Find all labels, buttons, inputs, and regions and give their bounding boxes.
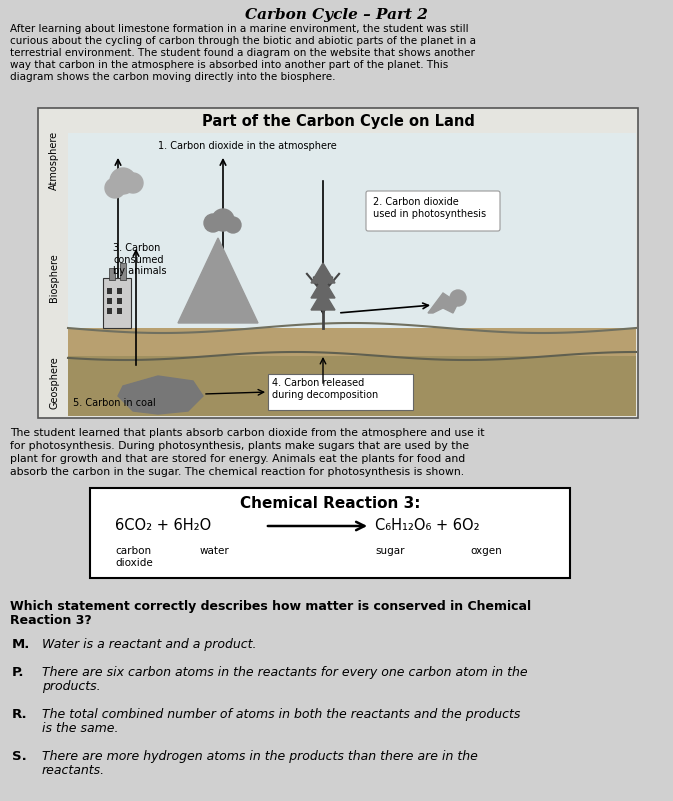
Text: is the same.: is the same. xyxy=(42,722,118,735)
Text: Part of the Carbon Cycle on Land: Part of the Carbon Cycle on Land xyxy=(201,114,474,129)
Text: 6CO₂ + 6H₂O: 6CO₂ + 6H₂O xyxy=(115,518,211,533)
Circle shape xyxy=(204,214,222,232)
FancyBboxPatch shape xyxy=(366,191,500,231)
Text: Biosphere: Biosphere xyxy=(49,254,59,302)
Text: carbon
dioxide: carbon dioxide xyxy=(115,546,153,568)
Polygon shape xyxy=(311,290,335,310)
Circle shape xyxy=(212,209,234,231)
Text: M.: M. xyxy=(12,638,30,651)
Text: S.: S. xyxy=(12,750,27,763)
Text: water: water xyxy=(200,546,229,556)
Bar xyxy=(103,278,131,328)
Text: Water is a reactant and a product.: Water is a reactant and a product. xyxy=(42,638,256,651)
Circle shape xyxy=(225,217,241,233)
Bar xyxy=(68,133,636,328)
Text: 5. Carbon in coal: 5. Carbon in coal xyxy=(73,398,155,408)
Text: oxgen: oxgen xyxy=(470,546,502,556)
Polygon shape xyxy=(311,278,335,298)
Circle shape xyxy=(450,290,466,306)
Text: 1. Carbon dioxide in the atmosphere: 1. Carbon dioxide in the atmosphere xyxy=(158,141,336,151)
Text: Carbon Cycle – Part 2: Carbon Cycle – Part 2 xyxy=(244,8,427,22)
Bar xyxy=(107,298,112,304)
Text: Geosphere: Geosphere xyxy=(49,356,59,409)
Text: reactants.: reactants. xyxy=(42,764,105,777)
Text: There are more hydrogen atoms in the products than there are in the: There are more hydrogen atoms in the pro… xyxy=(42,750,478,763)
Polygon shape xyxy=(118,376,203,414)
Text: 2. Carbon dioxide
used in photosynthesis: 2. Carbon dioxide used in photosynthesis xyxy=(373,197,486,219)
Bar xyxy=(117,298,122,304)
Text: products.: products. xyxy=(42,680,101,693)
Text: 4. Carbon released
during decomposition: 4. Carbon released during decomposition xyxy=(272,378,378,400)
Text: Atmosphere: Atmosphere xyxy=(49,131,59,190)
Bar xyxy=(109,268,115,280)
Text: absorb the carbon in the sugar. The chemical reaction for photosynthesis is show: absorb the carbon in the sugar. The chem… xyxy=(10,467,464,477)
Text: The student learned that plants absorb carbon dioxide from the atmosphere and us: The student learned that plants absorb c… xyxy=(10,428,485,438)
Text: Which statement correctly describes how matter is conserved in Chemical: Which statement correctly describes how … xyxy=(10,600,531,613)
Circle shape xyxy=(110,168,136,194)
Bar xyxy=(68,328,636,356)
Bar xyxy=(120,263,126,280)
Bar xyxy=(107,288,112,294)
Text: diagram shows the carbon moving directly into the biosphere.: diagram shows the carbon moving directly… xyxy=(10,72,336,82)
Text: There are six carbon atoms in the reactants for every one carbon atom in the: There are six carbon atoms in the reacta… xyxy=(42,666,528,679)
Bar xyxy=(268,374,413,410)
Polygon shape xyxy=(428,293,458,313)
Bar xyxy=(117,288,122,294)
Text: plant for growth and that are stored for energy. Animals eat the plants for food: plant for growth and that are stored for… xyxy=(10,454,465,464)
Bar xyxy=(107,308,112,314)
Bar xyxy=(117,308,122,314)
Text: The total combined number of atoms in both the reactants and the products: The total combined number of atoms in bo… xyxy=(42,708,520,721)
Polygon shape xyxy=(311,263,335,283)
Text: for photosynthesis. During photosynthesis, plants make sugars that are used by t: for photosynthesis. During photosynthesi… xyxy=(10,441,469,451)
Circle shape xyxy=(123,173,143,193)
Text: After learning about limestone formation in a marine environment, the student wa: After learning about limestone formation… xyxy=(10,24,468,34)
Bar xyxy=(68,356,636,416)
Text: Reaction 3?: Reaction 3? xyxy=(10,614,92,627)
Bar xyxy=(90,488,570,578)
Text: sugar: sugar xyxy=(375,546,404,556)
Bar xyxy=(38,108,638,418)
Circle shape xyxy=(105,178,125,198)
Text: way that carbon in the atmosphere is absorbed into another part of the planet. T: way that carbon in the atmosphere is abs… xyxy=(10,60,448,70)
Text: 3. Carbon
consumed
by animals: 3. Carbon consumed by animals xyxy=(113,243,166,276)
Polygon shape xyxy=(178,238,258,323)
Text: curious about the cycling of carbon through the biotic and abiotic parts of the : curious about the cycling of carbon thro… xyxy=(10,36,476,46)
Text: Chemical Reaction 3:: Chemical Reaction 3: xyxy=(240,496,420,511)
Text: P.: P. xyxy=(12,666,24,679)
Text: R.: R. xyxy=(12,708,28,721)
Text: terrestrial environment. The student found a diagram on the website that shows a: terrestrial environment. The student fou… xyxy=(10,48,475,58)
Text: C₆H₁₂O₆ + 6O₂: C₆H₁₂O₆ + 6O₂ xyxy=(375,518,480,533)
